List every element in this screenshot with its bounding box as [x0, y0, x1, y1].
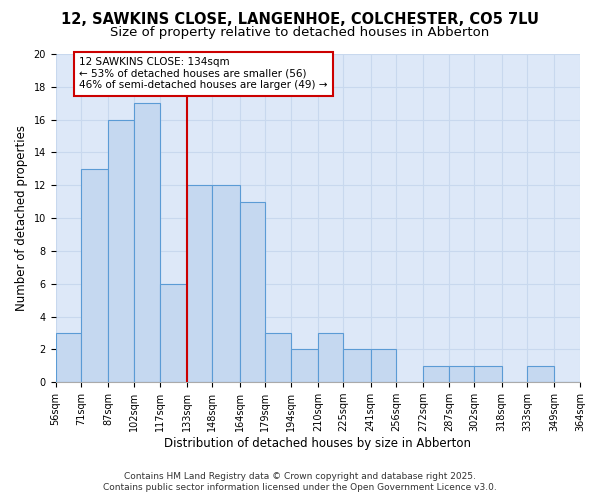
Bar [212, 186, 239, 382]
Bar [527, 366, 554, 382]
Bar [134, 103, 160, 382]
Bar [81, 169, 109, 382]
Bar [265, 333, 290, 382]
Bar [449, 366, 475, 382]
Bar [239, 202, 265, 382]
Bar [318, 333, 343, 382]
Bar [109, 120, 134, 382]
Bar [475, 366, 502, 382]
Bar [424, 366, 449, 382]
Bar [187, 186, 212, 382]
Bar [343, 350, 371, 382]
Bar [371, 350, 396, 382]
Bar [290, 350, 318, 382]
Text: Size of property relative to detached houses in Abberton: Size of property relative to detached ho… [110, 26, 490, 39]
Text: 12, SAWKINS CLOSE, LANGENHOE, COLCHESTER, CO5 7LU: 12, SAWKINS CLOSE, LANGENHOE, COLCHESTER… [61, 12, 539, 28]
Text: 12 SAWKINS CLOSE: 134sqm
← 53% of detached houses are smaller (56)
46% of semi-d: 12 SAWKINS CLOSE: 134sqm ← 53% of detach… [79, 58, 328, 90]
Text: Contains HM Land Registry data © Crown copyright and database right 2025.
Contai: Contains HM Land Registry data © Crown c… [103, 472, 497, 492]
Bar [56, 333, 81, 382]
Bar [160, 284, 187, 382]
X-axis label: Distribution of detached houses by size in Abberton: Distribution of detached houses by size … [164, 437, 472, 450]
Y-axis label: Number of detached properties: Number of detached properties [15, 125, 28, 311]
